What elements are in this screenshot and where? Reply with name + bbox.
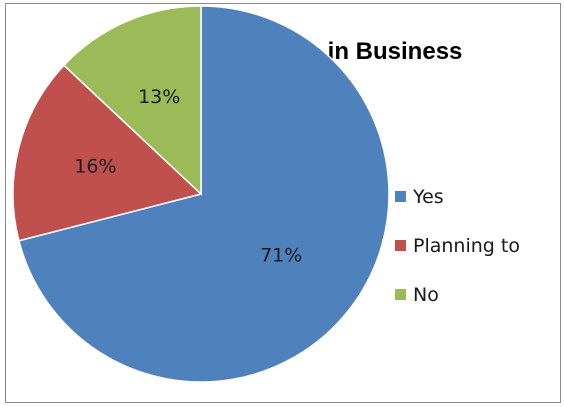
pie-slice-yes [17,5,390,383]
chart-area: Use of Social Media in Business 71%16%13… [5,3,561,403]
legend-swatch-yes [395,191,406,202]
legend-label-no: No [413,283,439,306]
pie-slice-planning-to [12,64,203,242]
legend: Yes Planning to No [395,184,520,307]
legend-item-planning-to: Planning to [395,233,520,258]
legend-swatch-no [395,289,406,300]
legend-item-yes: Yes [395,184,520,209]
legend-label-planning-to: Planning to [413,234,520,257]
legend-label-yes: Yes [413,185,444,208]
pie-slice-no [62,5,202,196]
data-label-planning-to: 16% [74,155,116,177]
data-label-no: 13% [138,86,180,108]
legend-item-no: No [395,282,520,307]
pie-chart: 71% 16% 13% [12,5,390,383]
legend-swatch-planning-to [395,240,406,251]
data-label-yes: 71% [260,245,302,267]
